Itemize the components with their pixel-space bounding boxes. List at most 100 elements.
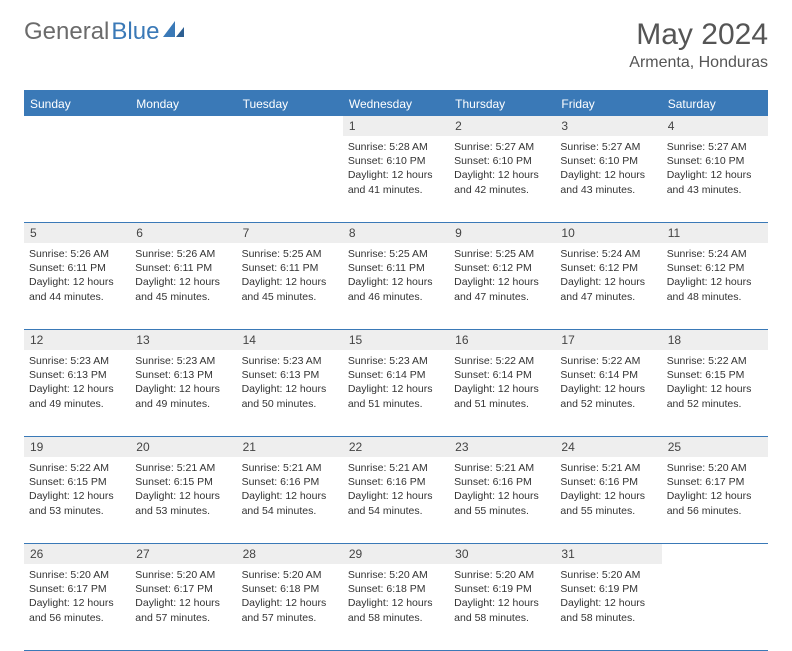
day-number: 5 <box>24 223 130 243</box>
day-number: 4 <box>662 116 768 136</box>
weekday-header: Thursday <box>449 92 555 116</box>
week-row: Sunrise: 5:20 AMSunset: 6:17 PMDaylight:… <box>24 564 768 651</box>
day-number: 24 <box>555 437 661 457</box>
day-number: 23 <box>449 437 555 457</box>
day-info: Sunrise: 5:23 AMSunset: 6:13 PMDaylight:… <box>135 354 231 411</box>
day-cell: Sunrise: 5:22 AMSunset: 6:15 PMDaylight:… <box>24 457 130 543</box>
day-cell: Sunrise: 5:25 AMSunset: 6:11 PMDaylight:… <box>237 243 343 329</box>
day-number: 10 <box>555 223 661 243</box>
day-info: Sunrise: 5:22 AMSunset: 6:14 PMDaylight:… <box>560 354 656 411</box>
day-cell: Sunrise: 5:20 AMSunset: 6:19 PMDaylight:… <box>449 564 555 650</box>
day-number: 7 <box>237 223 343 243</box>
day-cell: Sunrise: 5:26 AMSunset: 6:11 PMDaylight:… <box>24 243 130 329</box>
day-cell: Sunrise: 5:21 AMSunset: 6:16 PMDaylight:… <box>555 457 661 543</box>
day-cell <box>237 136 343 222</box>
day-number <box>237 116 343 136</box>
day-info: Sunrise: 5:21 AMSunset: 6:16 PMDaylight:… <box>454 461 550 518</box>
day-cell: Sunrise: 5:23 AMSunset: 6:13 PMDaylight:… <box>130 350 236 436</box>
day-number <box>662 544 768 564</box>
daynum-row: 12131415161718 <box>24 330 768 350</box>
day-info: Sunrise: 5:25 AMSunset: 6:11 PMDaylight:… <box>348 247 444 304</box>
day-number: 27 <box>130 544 236 564</box>
day-number: 13 <box>130 330 236 350</box>
page-header: GeneralBlue May 2024 Armenta, Honduras <box>24 18 768 72</box>
day-number: 29 <box>343 544 449 564</box>
day-info: Sunrise: 5:22 AMSunset: 6:14 PMDaylight:… <box>454 354 550 411</box>
day-info: Sunrise: 5:20 AMSunset: 6:19 PMDaylight:… <box>560 568 656 625</box>
location-label: Armenta, Honduras <box>629 54 768 72</box>
day-info: Sunrise: 5:27 AMSunset: 6:10 PMDaylight:… <box>667 140 763 197</box>
day-info: Sunrise: 5:22 AMSunset: 6:15 PMDaylight:… <box>667 354 763 411</box>
day-number: 8 <box>343 223 449 243</box>
week-row: Sunrise: 5:22 AMSunset: 6:15 PMDaylight:… <box>24 457 768 544</box>
day-cell: Sunrise: 5:20 AMSunset: 6:17 PMDaylight:… <box>130 564 236 650</box>
day-info: Sunrise: 5:20 AMSunset: 6:17 PMDaylight:… <box>667 461 763 518</box>
title-block: May 2024 Armenta, Honduras <box>629 18 768 72</box>
weekday-header: Monday <box>130 92 236 116</box>
weekday-header: Tuesday <box>237 92 343 116</box>
day-cell: Sunrise: 5:24 AMSunset: 6:12 PMDaylight:… <box>555 243 661 329</box>
day-info: Sunrise: 5:23 AMSunset: 6:13 PMDaylight:… <box>29 354 125 411</box>
day-cell: Sunrise: 5:27 AMSunset: 6:10 PMDaylight:… <box>662 136 768 222</box>
weekday-header: Friday <box>555 92 661 116</box>
day-number: 28 <box>237 544 343 564</box>
day-number: 2 <box>449 116 555 136</box>
day-number: 11 <box>662 223 768 243</box>
day-info: Sunrise: 5:20 AMSunset: 6:17 PMDaylight:… <box>29 568 125 625</box>
week-row: Sunrise: 5:28 AMSunset: 6:10 PMDaylight:… <box>24 136 768 223</box>
day-cell: Sunrise: 5:20 AMSunset: 6:17 PMDaylight:… <box>662 457 768 543</box>
daynum-row: 1234 <box>24 116 768 136</box>
day-info: Sunrise: 5:25 AMSunset: 6:12 PMDaylight:… <box>454 247 550 304</box>
day-info: Sunrise: 5:24 AMSunset: 6:12 PMDaylight:… <box>667 247 763 304</box>
daynum-row: 567891011 <box>24 223 768 243</box>
day-cell: Sunrise: 5:22 AMSunset: 6:15 PMDaylight:… <box>662 350 768 436</box>
weekday-header: Saturday <box>662 92 768 116</box>
week-row: Sunrise: 5:26 AMSunset: 6:11 PMDaylight:… <box>24 243 768 330</box>
day-number: 6 <box>130 223 236 243</box>
day-number: 14 <box>237 330 343 350</box>
day-number: 16 <box>449 330 555 350</box>
day-info: Sunrise: 5:27 AMSunset: 6:10 PMDaylight:… <box>560 140 656 197</box>
day-cell <box>130 136 236 222</box>
day-number: 1 <box>343 116 449 136</box>
day-info: Sunrise: 5:25 AMSunset: 6:11 PMDaylight:… <box>242 247 338 304</box>
day-info: Sunrise: 5:20 AMSunset: 6:19 PMDaylight:… <box>454 568 550 625</box>
day-cell: Sunrise: 5:28 AMSunset: 6:10 PMDaylight:… <box>343 136 449 222</box>
day-cell: Sunrise: 5:25 AMSunset: 6:12 PMDaylight:… <box>449 243 555 329</box>
day-info: Sunrise: 5:23 AMSunset: 6:14 PMDaylight:… <box>348 354 444 411</box>
day-number: 12 <box>24 330 130 350</box>
daynum-row: 262728293031 <box>24 544 768 564</box>
day-cell: Sunrise: 5:20 AMSunset: 6:17 PMDaylight:… <box>24 564 130 650</box>
day-cell: Sunrise: 5:21 AMSunset: 6:16 PMDaylight:… <box>343 457 449 543</box>
day-cell: Sunrise: 5:23 AMSunset: 6:13 PMDaylight:… <box>237 350 343 436</box>
day-cell: Sunrise: 5:21 AMSunset: 6:15 PMDaylight:… <box>130 457 236 543</box>
day-number: 15 <box>343 330 449 350</box>
day-info: Sunrise: 5:21 AMSunset: 6:16 PMDaylight:… <box>348 461 444 518</box>
month-title: May 2024 <box>629 18 768 52</box>
day-cell: Sunrise: 5:22 AMSunset: 6:14 PMDaylight:… <box>449 350 555 436</box>
sail-icon <box>163 18 185 46</box>
day-info: Sunrise: 5:27 AMSunset: 6:10 PMDaylight:… <box>454 140 550 197</box>
day-number: 18 <box>662 330 768 350</box>
day-number: 19 <box>24 437 130 457</box>
day-cell: Sunrise: 5:22 AMSunset: 6:14 PMDaylight:… <box>555 350 661 436</box>
daynum-row: 19202122232425 <box>24 437 768 457</box>
day-info: Sunrise: 5:21 AMSunset: 6:15 PMDaylight:… <box>135 461 231 518</box>
day-info: Sunrise: 5:28 AMSunset: 6:10 PMDaylight:… <box>348 140 444 197</box>
day-cell: Sunrise: 5:25 AMSunset: 6:11 PMDaylight:… <box>343 243 449 329</box>
day-cell: Sunrise: 5:27 AMSunset: 6:10 PMDaylight:… <box>449 136 555 222</box>
day-info: Sunrise: 5:20 AMSunset: 6:18 PMDaylight:… <box>242 568 338 625</box>
weekday-header: Sunday <box>24 92 130 116</box>
brand-part2: Blue <box>111 18 159 46</box>
day-cell: Sunrise: 5:20 AMSunset: 6:18 PMDaylight:… <box>343 564 449 650</box>
day-info: Sunrise: 5:24 AMSunset: 6:12 PMDaylight:… <box>560 247 656 304</box>
day-cell: Sunrise: 5:20 AMSunset: 6:18 PMDaylight:… <box>237 564 343 650</box>
day-number: 26 <box>24 544 130 564</box>
day-cell: Sunrise: 5:20 AMSunset: 6:19 PMDaylight:… <box>555 564 661 650</box>
day-cell: Sunrise: 5:26 AMSunset: 6:11 PMDaylight:… <box>130 243 236 329</box>
day-cell: Sunrise: 5:24 AMSunset: 6:12 PMDaylight:… <box>662 243 768 329</box>
day-number: 9 <box>449 223 555 243</box>
weekday-header-row: SundayMondayTuesdayWednesdayThursdayFrid… <box>24 92 768 116</box>
weekday-header: Wednesday <box>343 92 449 116</box>
day-number: 22 <box>343 437 449 457</box>
